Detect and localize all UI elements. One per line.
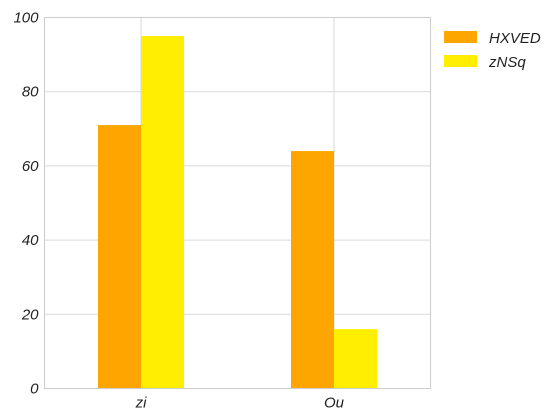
plot-frame (44, 17, 431, 389)
legend-swatch (444, 31, 477, 43)
y-tick-label: 100 (13, 10, 39, 27)
y-tick-label: 20 (21, 306, 39, 323)
bar-HXVED-Ou (290, 151, 334, 389)
x-axis: zi Ou (135, 395, 345, 412)
x-tick-label: zi (135, 395, 148, 412)
y-tick-label: 80 (22, 84, 39, 101)
legend-label: zNSq (488, 54, 526, 71)
bar-zNSq-Ou (334, 329, 378, 389)
y-tick-label: 0 (30, 381, 39, 398)
y-tick-label: 40 (22, 232, 39, 249)
y-tick-label: 60 (22, 158, 39, 175)
bar-zNSq-zi (141, 36, 185, 389)
y-axis: 0 20 40 60 80 100 (13, 10, 39, 398)
x-tick-label: Ou (324, 395, 345, 412)
legend-swatch (444, 55, 477, 67)
bars-layer (97, 36, 378, 389)
bar-HXVED-zi (97, 125, 141, 389)
legend-label: HXVED (489, 30, 541, 47)
legend: HXVED zNSq (444, 30, 541, 71)
